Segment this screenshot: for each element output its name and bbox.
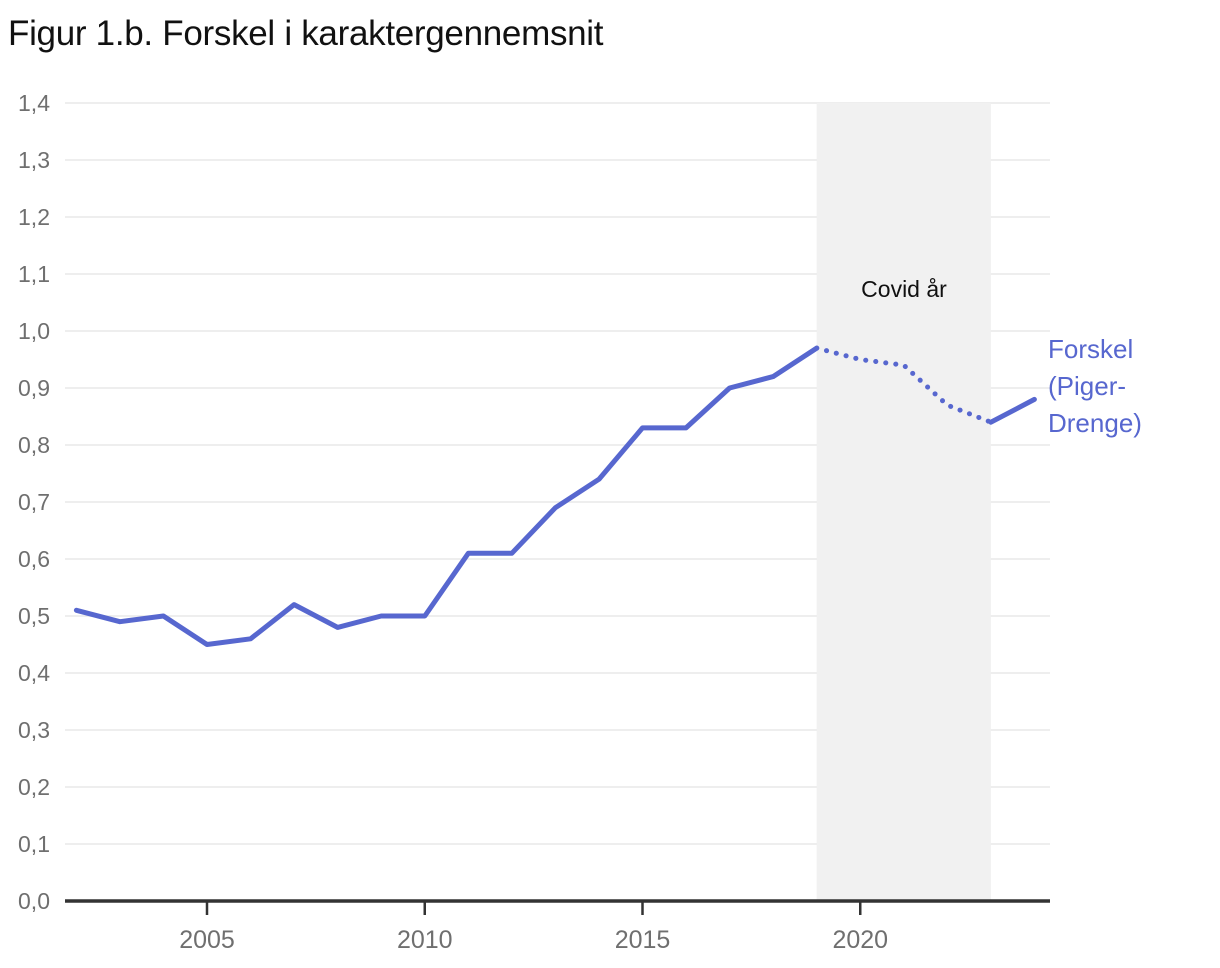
- x-tick-label: 2015: [615, 926, 671, 954]
- y-tick-labels: 0,0 0,1 0,2 0,3 0,4 0,5 0,6 0,7 0,8 0,9 1,0 1,1 1,2 1…: [18, 90, 50, 914]
- y-tick-label: 0,7: [18, 489, 50, 515]
- x-tick-label: 2020: [832, 926, 888, 954]
- y-tick-label: 0,1: [18, 831, 50, 857]
- covid-band: [816, 103, 991, 901]
- y-tick-label: 1,1: [18, 261, 50, 287]
- x-axis: [65, 899, 1050, 915]
- y-tick-label: 0,5: [18, 603, 50, 629]
- covid-band-rect: [816, 103, 991, 901]
- series-segment-dotted: [814, 345, 994, 425]
- covid-band-label: Covid år: [861, 276, 947, 302]
- x-tick-label: 2010: [397, 926, 453, 954]
- y-tick-label: 0,6: [18, 546, 50, 572]
- y-tick-label: 0,4: [18, 660, 50, 686]
- y-tick-label: 0,9: [18, 375, 50, 401]
- y-tick-label: 1,0: [18, 318, 50, 344]
- series-line: [73, 345, 1037, 647]
- legend-line-2: (Piger-: [1048, 371, 1127, 401]
- y-tick-label: 1,3: [18, 147, 50, 173]
- series-segment-solid: [988, 396, 1037, 425]
- x-tick-labels: 2005 2010 2015 2020: [179, 926, 888, 954]
- y-tick-label: 1,4: [18, 90, 50, 116]
- y-tick-label: 0,3: [18, 717, 50, 743]
- y-tick-label: 1,2: [18, 204, 50, 230]
- y-tick-label: 0,0: [18, 888, 50, 914]
- y-tick-label: 0,2: [18, 774, 50, 800]
- legend-line-3: Drenge): [1048, 408, 1142, 438]
- series-legend: Forskel (Piger- Drenge): [1048, 331, 1142, 442]
- x-tick-label: 2005: [179, 926, 235, 954]
- y-tick-label: 0,8: [18, 432, 50, 458]
- chart-title: Figur 1.b. Forskel i karaktergennemsnit: [8, 14, 604, 53]
- legend-line-1: Forskel: [1048, 334, 1134, 364]
- series-segment-solid: [73, 345, 820, 647]
